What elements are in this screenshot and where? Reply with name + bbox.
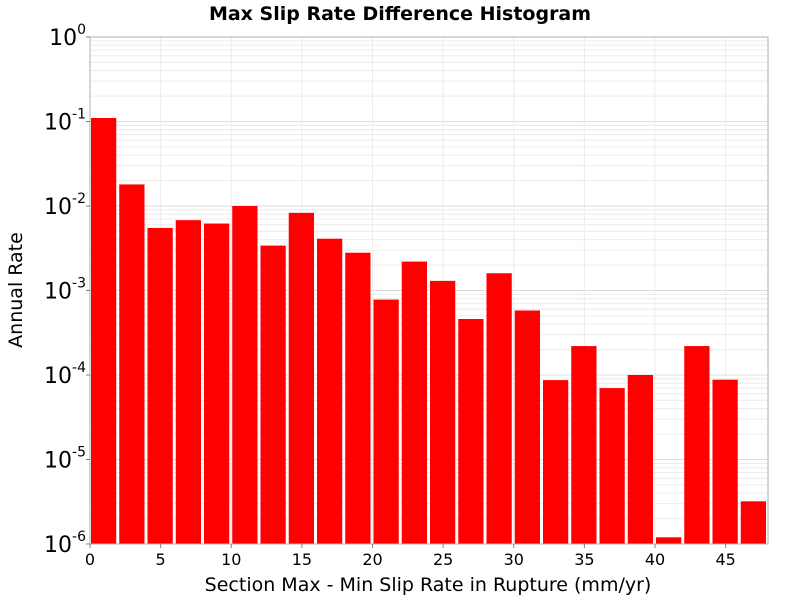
bar-7 <box>288 212 314 545</box>
y-tick-label: 10-5 <box>44 445 86 474</box>
bar-2 <box>147 227 173 545</box>
x-tick-label: 0 <box>85 550 95 569</box>
x-tick-label: 35 <box>574 550 594 569</box>
x-tick-label: 25 <box>433 550 453 569</box>
y-tick-label: 10-3 <box>44 276 86 305</box>
bar-11 <box>401 261 427 544</box>
bar-1 <box>119 184 145 544</box>
x-tick-label: 30 <box>504 550 524 569</box>
bars <box>91 118 766 545</box>
bar-4 <box>204 223 230 544</box>
x-axis-label: Section Max - Min Slip Rate in Rupture (… <box>205 574 652 596</box>
bar-15 <box>514 310 540 544</box>
bar-3 <box>175 220 201 544</box>
chart-title: Max Slip Rate Difference Histogram <box>209 3 591 25</box>
x-tick-label: 5 <box>156 550 166 569</box>
bar-17 <box>571 346 597 544</box>
x-tick-label: 15 <box>292 550 312 569</box>
bar-23 <box>740 501 766 544</box>
bar-19 <box>627 375 653 544</box>
bar-0 <box>91 118 117 544</box>
x-tick-label: 10 <box>221 550 241 569</box>
bar-16 <box>543 380 569 544</box>
bar-9 <box>345 252 371 544</box>
y-axis-label: Annual Rate <box>5 232 27 348</box>
y-tick-label: 10-6 <box>44 529 86 558</box>
x-tick-label: 45 <box>715 550 735 569</box>
bar-10 <box>373 299 399 544</box>
x-axis-ticks: 0 5 10 15 20 25 30 35 40 45 <box>85 544 736 569</box>
bar-20 <box>656 537 682 544</box>
grid-lines <box>89 37 768 545</box>
bar-18 <box>599 388 625 544</box>
y-axis-ticks: 100 10-1 10-2 10-3 10-4 10-5 10-6 <box>44 22 90 558</box>
y-tick-label: 10-2 <box>44 191 86 220</box>
y-tick-label: 10-1 <box>44 107 86 136</box>
bar-12 <box>430 280 456 544</box>
x-tick-label: 20 <box>362 550 382 569</box>
bar-22 <box>712 379 738 544</box>
bar-6 <box>260 245 286 544</box>
bar-21 <box>684 346 710 544</box>
y-tick-label: 10-4 <box>44 360 86 389</box>
bar-5 <box>232 206 258 544</box>
x-tick-label: 40 <box>645 550 665 569</box>
bar-13 <box>458 318 484 544</box>
bar-14 <box>486 273 512 544</box>
bar-8 <box>317 238 343 544</box>
y-tick-label: 100 <box>49 22 86 51</box>
